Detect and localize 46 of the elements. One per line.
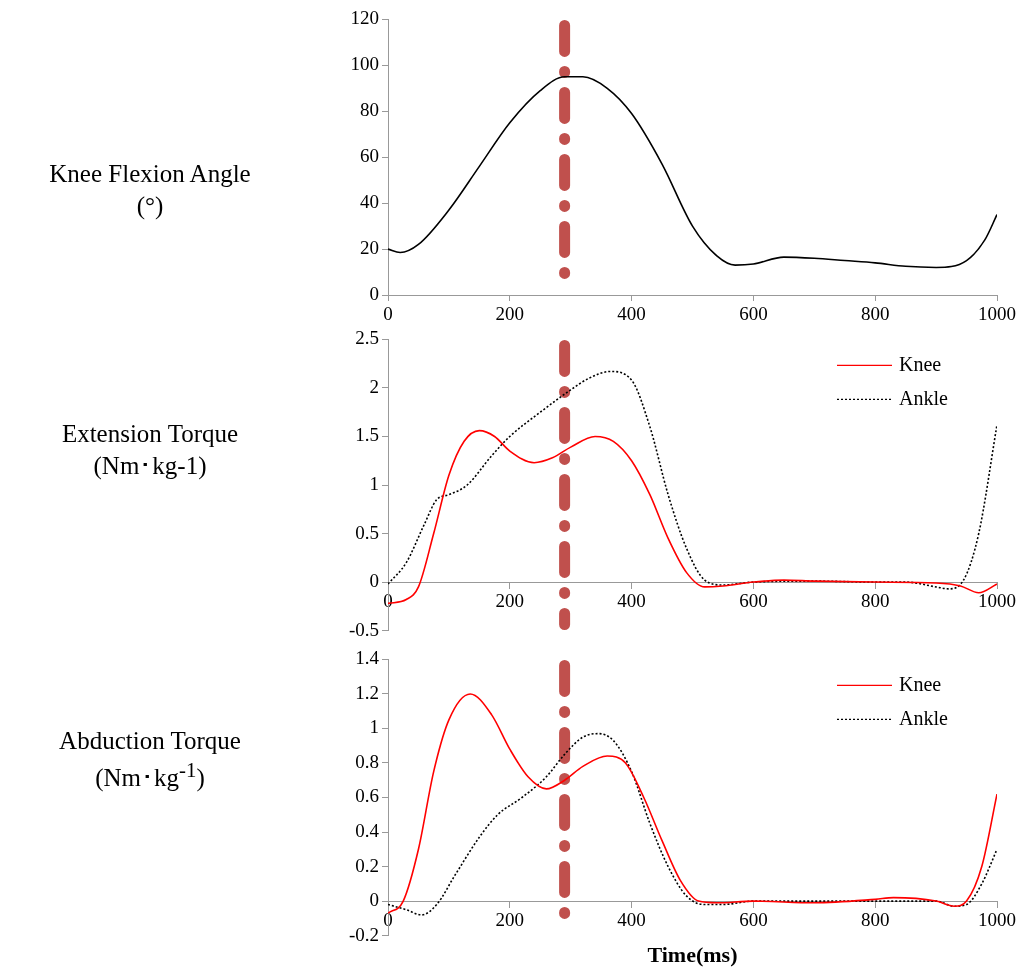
- legend-label: Ankle: [899, 706, 948, 729]
- x-axis-title: Time(ms): [646, 942, 739, 968]
- y-tick-label: 1.2: [355, 681, 379, 703]
- y-tick-label: 1.5: [355, 424, 379, 446]
- y-tick-label: 0.2: [355, 854, 379, 876]
- x-tick-label: 1000: [978, 303, 1016, 325]
- y-tick-label: 0.8: [355, 750, 379, 772]
- y-axis-title: Extension Torque (Nm･kg-1): [60, 418, 240, 482]
- y-tick-label: 1.4: [355, 647, 380, 669]
- y-tick-label: 60: [360, 145, 379, 167]
- x-tick-label: 1000: [978, 590, 1016, 612]
- y-tick-label: -0.2: [348, 923, 379, 945]
- y-tick-label: 1: [369, 716, 379, 738]
- y-tick-label: 0: [369, 282, 379, 304]
- y-tick-label: 0.6: [355, 785, 379, 807]
- x-tick-label: 600: [739, 590, 768, 612]
- x-tick-label: 800: [860, 303, 890, 325]
- x-tick-label: 1000: [978, 909, 1016, 931]
- legend-label: Ankle: [899, 386, 948, 409]
- x-tick-label: 200: [495, 590, 525, 612]
- y-tick-label: 0: [369, 570, 379, 592]
- x-tick-label: 600: [739, 909, 768, 931]
- y-tick-label: 0: [369, 889, 379, 911]
- legend-label: Knee: [899, 672, 942, 695]
- x-tick-label: 200: [495, 303, 525, 325]
- x-tick-label: 200: [495, 909, 525, 931]
- y-tick-label: 120: [350, 7, 379, 29]
- x-tick-label: 400: [617, 303, 646, 325]
- x-tick-label: 600: [739, 303, 768, 325]
- x-tick-label: 400: [617, 590, 646, 612]
- x-tick-label: 800: [860, 909, 890, 931]
- y-tick-label: 2.5: [355, 327, 379, 349]
- y-tick-label: 0.4: [355, 820, 380, 842]
- y-tick-label: 100: [350, 53, 379, 75]
- y-tick-label: 40: [360, 191, 379, 213]
- y-tick-label: 20: [360, 237, 379, 259]
- y-tick-label: 2: [369, 375, 379, 397]
- y-tick-label: -0.5: [348, 618, 379, 640]
- x-tick-label: 400: [617, 909, 646, 931]
- y-axis-title: Knee Flexion Angle (°): [48, 158, 252, 221]
- y-tick-label: 1: [369, 472, 379, 494]
- y-axis-title: Abduction Torque (Nm･kg$^{-1}$): [58, 725, 242, 794]
- legend-label: Knee: [899, 352, 942, 375]
- y-tick-label: 80: [360, 99, 379, 121]
- y-tick-label: 0.5: [355, 521, 379, 543]
- x-tick-label: 800: [860, 590, 890, 612]
